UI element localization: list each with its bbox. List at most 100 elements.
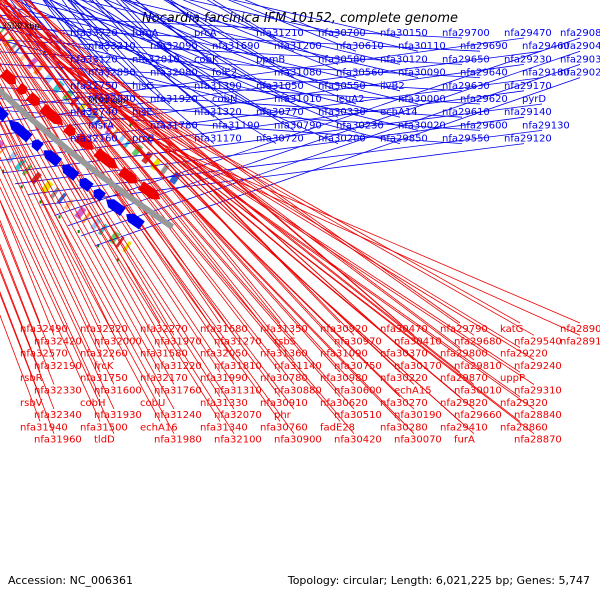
reverse-gene-label: nfa30010 (454, 386, 502, 397)
reverse-gene-arrow (118, 166, 138, 184)
forward-category-bar (115, 236, 125, 248)
forward-gene-label: nfa29080 (560, 28, 600, 39)
leader-line (46, 0, 171, 131)
reverse-gene-label: nfa32050 (200, 349, 248, 360)
reverse-gene-label: nfa30280 (380, 422, 428, 433)
leader-line (124, 117, 535, 410)
forward-gene-label: nfa30720 (256, 134, 304, 145)
reverse-gene-label: nfa29680 (454, 336, 502, 347)
reverse-gene-label: nfa29240 (514, 361, 562, 372)
reverse-gene-label: echA15 (394, 386, 432, 397)
leader-line (182, 0, 339, 65)
forward-gene-label: nfa29630 (442, 81, 490, 92)
reverse-gene-label: nfa30910 (260, 398, 308, 409)
reverse-gene-arrow (0, 62, 1, 70)
forward-gene-label: nfa29600 (460, 120, 508, 131)
forward-gene-label: nfa29120 (504, 134, 552, 145)
reverse-gene-label: nfa30070 (394, 435, 442, 446)
forward-category-bar (74, 206, 87, 220)
forward-gene-label: nfa30150 (380, 28, 428, 39)
forward-gene-label: nfa29460 (522, 41, 570, 52)
forward-gene-arrow (0, 105, 9, 122)
leader-line (0, 5, 295, 385)
leader-line (72, 0, 233, 131)
forward-gene-label: nfa31920 (150, 94, 198, 105)
leader-line (231, 0, 401, 39)
reverse-gene-label: nfa32170 (140, 373, 188, 384)
tick-mark (129, 123, 132, 127)
forward-gene-label: nfa32740 (70, 107, 118, 118)
reverse-gene-label: furA (454, 435, 475, 446)
forward-gene-label: hisG (132, 81, 154, 92)
forward-category-bar (122, 240, 132, 253)
leader-line (0, 112, 101, 324)
leader-line (0, 5, 475, 361)
leader-line (0, 27, 419, 131)
tick-mark (20, 185, 23, 189)
reverse-gene-label: nfa30370 (380, 349, 428, 360)
leader-line (0, 4, 419, 105)
reverse-gene-label: nfa29870 (440, 373, 488, 384)
forward-gene-label: msrA (88, 120, 114, 131)
reverse-gene-label: nfa32490 (20, 324, 68, 335)
leader-line (0, 165, 115, 410)
reverse-gene-label: nfa31500 (80, 422, 128, 433)
forward-gene-label: nfa29550 (442, 134, 490, 145)
reverse-gene-label: nfa28860 (500, 422, 548, 433)
leader-line (0, 7, 461, 373)
kbp-tick-label: 3500 kbp (2, 21, 40, 30)
reverse-gene-label: nfa31220 (154, 361, 202, 372)
reverse-gene-arrow (93, 148, 118, 169)
leader-line (81, 64, 581, 237)
leader-line (0, 31, 295, 434)
forward-gene-label: ppmB (256, 54, 285, 65)
leader-line (103, 0, 233, 105)
leader-line (45, 51, 475, 434)
leader-line (2, 0, 415, 385)
forward-gene-arrow (106, 199, 126, 216)
leader-line (0, 4, 341, 398)
reverse-gene-label: nfa30880 (274, 386, 322, 397)
reverse-gene-label: nfa29810 (454, 361, 502, 372)
reverse-gene-label: nfa32570 (20, 349, 68, 360)
leader-line (0, 63, 463, 92)
forward-gene-label: nfa30200 (318, 134, 366, 145)
reverse-gene-arrow (15, 82, 28, 95)
forward-gene-label: nfa32010 (132, 54, 180, 65)
reverse-gene-arrow (25, 92, 40, 107)
reverse-gene-label: nfa28910 (560, 336, 600, 347)
forward-gene-label: nfa29610 (442, 107, 490, 118)
leader-line (0, 67, 221, 422)
forward-gene-label: nfa32750 (70, 81, 118, 92)
leader-line (74, 77, 521, 348)
leader-line (65, 68, 535, 336)
forward-gene-label: pyrD (522, 94, 546, 105)
leader-line (26, 0, 355, 336)
forward-gene-arrow (8, 120, 33, 143)
leader-line (0, 112, 175, 434)
leader-line (0, 63, 161, 348)
reverse-gene-label: nfa31270 (214, 336, 262, 347)
reverse-gene-label: nfa30970 (334, 336, 382, 347)
leader-line (79, 0, 419, 78)
forward-gene-label: leuA2 (336, 94, 364, 105)
forward-gene-label: nfa29130 (522, 120, 570, 131)
leader-line (0, 51, 221, 398)
forward-gene-label: nfa32850 (88, 68, 136, 79)
forward-gene-arrow (93, 188, 106, 202)
tick-mark (97, 244, 100, 248)
reverse-gene-label: nfa30620 (320, 398, 368, 409)
forward-gene-label: nfa29620 (460, 94, 508, 105)
leader-line (0, 94, 175, 410)
reverse-gene-label: nfa31970 (154, 336, 202, 347)
reverse-gene-label: nfa29800 (440, 349, 488, 360)
forward-gene-label: prcB (132, 134, 155, 145)
reverse-gene-label: nfa29540 (514, 336, 562, 347)
leader-line (0, 6, 281, 373)
tick-mark (116, 258, 119, 262)
forward-category-bar (5, 151, 18, 164)
leader-line (0, 156, 101, 373)
reverse-gene-arrow (74, 133, 94, 150)
